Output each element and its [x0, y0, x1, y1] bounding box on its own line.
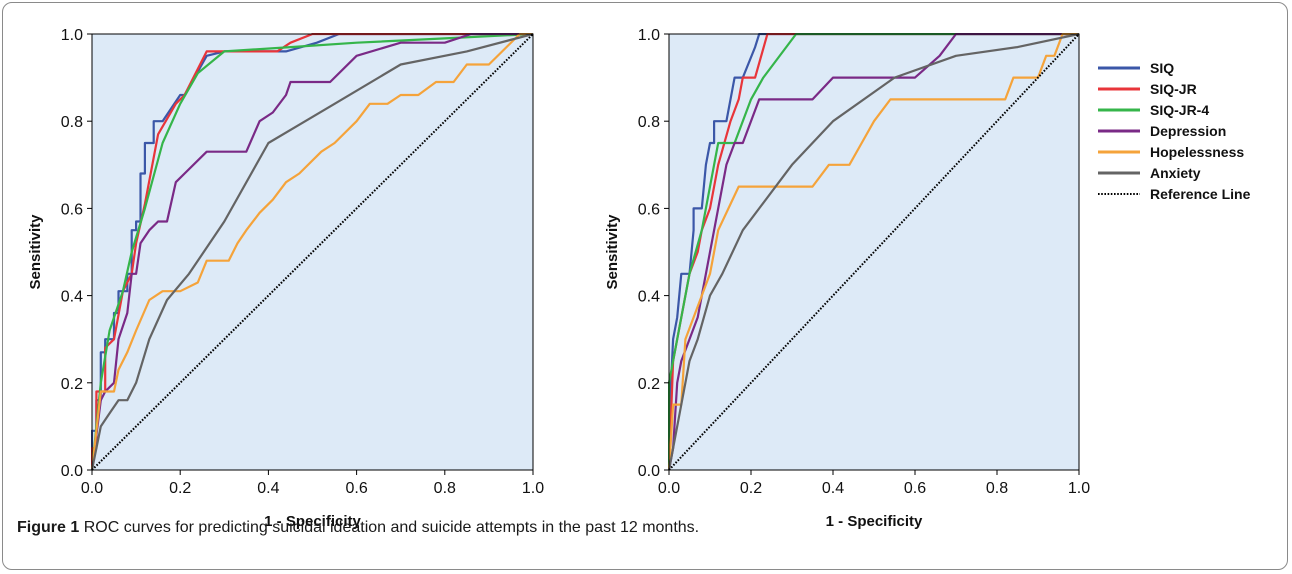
legend-label: Hopelessness — [1150, 144, 1244, 160]
legend-item-siq-jr-4: SIQ-JR-4 — [1098, 102, 1209, 118]
plot-border — [668, 33, 1080, 471]
series-group — [91, 33, 534, 471]
legend-label: Reference Line — [1150, 186, 1251, 202]
y-axis-label: Sensitivity — [27, 214, 44, 290]
y-tick-label: 0.2 — [61, 376, 83, 393]
roc-chart-left: 0.0 0.2 0.4 0.6 0.8 1.0 0.0 0.2 0.4 0.6 0.8 1.0 1 - … — [27, 27, 544, 530]
legend-label: Depression — [1150, 123, 1226, 139]
y-tick-label: 0.4 — [638, 289, 660, 306]
legend-label: SIQ-JR — [1150, 81, 1197, 97]
series-line-anxiety — [91, 33, 534, 471]
legend-item-hopelessness: Hopelessness — [1098, 144, 1244, 160]
y-tick-label: 1.0 — [61, 27, 83, 44]
y-tick-label: 0.0 — [61, 463, 83, 480]
caption-label: Figure 1 — [17, 519, 80, 536]
series-line-siq-jr-4 — [668, 33, 1079, 470]
legend-item-anxiety: Anxiety — [1098, 165, 1201, 181]
y-tick-label: 0.4 — [61, 289, 83, 306]
y-tick-label: 0.0 — [638, 463, 660, 480]
y-axis-label: Sensitivity — [604, 214, 621, 290]
legend-item-reference-line: Reference Line — [1098, 186, 1251, 202]
x-tick-label: 0.0 — [81, 480, 103, 497]
plot-border — [91, 33, 534, 471]
x-axis-label: 1 - Specificity — [264, 513, 361, 530]
legend-item-depression: Depression — [1098, 123, 1226, 139]
x-tick-label: 0.2 — [740, 480, 762, 497]
series-line-siq — [91, 33, 533, 470]
series-line-reference-line — [91, 33, 534, 471]
x-tick-label: 0.8 — [434, 480, 456, 497]
x-axis-label: 1 - Specificity — [826, 513, 923, 530]
series-line-reference-line — [668, 33, 1080, 471]
y-tick-label: 0.6 — [61, 201, 83, 218]
x-tick-label: 1.0 — [522, 480, 544, 497]
figure-caption: Figure 1 ROC curves for predicting suici… — [17, 519, 699, 537]
legend-item-siq: SIQ — [1098, 60, 1174, 76]
legend-label: Anxiety — [1150, 165, 1201, 181]
x-tick-label: 0.8 — [986, 480, 1008, 497]
roc-chart-right: 0.0 0.2 0.4 0.6 0.8 1.0 0.0 0.2 0.4 0.6 0.8 1.0 1 - … — [604, 27, 1090, 530]
x-tick-label: 0.6 — [904, 480, 926, 497]
chart-legend: SIQ SIQ-JR SIQ-JR-4 Depression Hopelessness A… — [1098, 60, 1251, 202]
x-tick-label: 0.4 — [257, 480, 279, 497]
legend-label: SIQ-JR-4 — [1150, 102, 1209, 118]
y-tick-label: 0.8 — [638, 114, 660, 131]
series-line-anxiety — [668, 33, 1080, 471]
legend-item-siq-jr: SIQ-JR — [1098, 81, 1197, 97]
x-tick-label: 0.6 — [345, 480, 367, 497]
x-tick-label: 0.2 — [169, 480, 191, 497]
series-group — [668, 33, 1080, 471]
series-line-depression — [91, 33, 533, 471]
series-line-hopelessness — [91, 33, 533, 471]
y-tick-label: 0.2 — [638, 376, 660, 393]
x-tick-label: 0.4 — [822, 480, 844, 497]
y-tick-label: 0.8 — [61, 114, 83, 131]
legend-label: SIQ — [1150, 60, 1174, 76]
x-tick-label: 1.0 — [1068, 480, 1090, 497]
series-line-hopelessness — [668, 33, 1079, 471]
y-tick-label: 0.6 — [638, 201, 660, 218]
series-line-depression — [668, 33, 1079, 471]
series-line-siq-jr-4 — [91, 33, 534, 471]
y-tick-label: 1.0 — [638, 27, 660, 44]
x-tick-label: 0.0 — [658, 480, 680, 497]
caption-text: ROC curves for predicting suicidal ideat… — [83, 519, 700, 536]
